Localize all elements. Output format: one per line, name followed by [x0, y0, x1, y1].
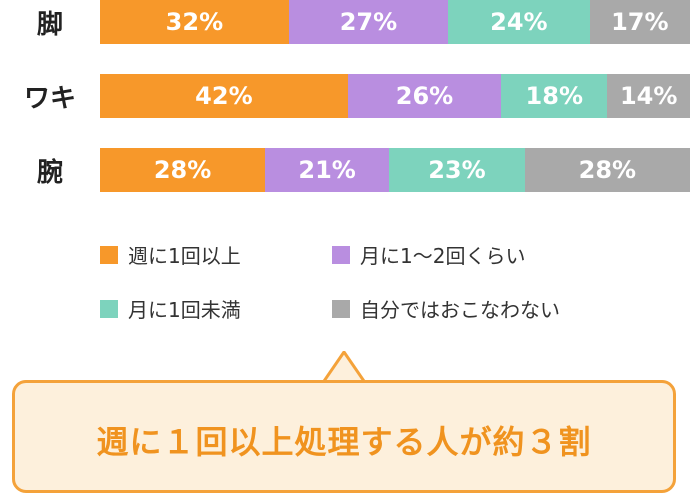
legend-label: 自分ではおこなわない — [360, 298, 560, 322]
data-label: 21% — [298, 156, 356, 184]
legend-swatch — [332, 245, 350, 264]
data-label: 17% — [611, 8, 669, 36]
bar-row: 28% 21% 23% 28% — [100, 148, 690, 192]
stacked-bar-chart: 脚 32% 27% 24% 17% ワキ 42% 26% 18% 14% 腕 28% 21% 23% 28% — [0, 0, 690, 200]
bar-segment: 26% — [347, 74, 502, 118]
bar-segment: 18% — [501, 74, 608, 118]
data-label: 28% — [153, 156, 212, 184]
data-label: 32% — [165, 8, 224, 36]
data-label: 28% — [578, 156, 637, 184]
bar-segment: 17% — [589, 0, 690, 44]
bar-segment: 14% — [607, 74, 690, 118]
bar-row: 42% 26% 18% 14% — [100, 74, 690, 118]
legend-item: 月に1回未満 — [100, 294, 241, 323]
data-label: 14% — [619, 82, 678, 110]
bar-segment: 24% — [448, 0, 590, 44]
category-label: 脚 — [36, 10, 63, 40]
legend-label: 月に1回未満 — [128, 298, 241, 322]
data-label: 26% — [395, 82, 454, 110]
bar-segment: 42% — [100, 74, 348, 118]
legend-swatch — [100, 299, 118, 318]
callout-text: 週に１回以上処理する人が約３割 — [96, 423, 592, 461]
legend-label: 週に1回以上 — [128, 244, 241, 268]
bar-segment: 23% — [389, 148, 525, 192]
legend-swatch — [332, 299, 350, 318]
bar-segment: 28% — [524, 148, 690, 192]
legend-item: 月に1〜2回くらい — [332, 240, 525, 269]
category-label: ワキ — [23, 84, 76, 114]
bar-row: 32% 27% 24% 17% — [100, 0, 690, 44]
bar-segment: 28% — [100, 148, 266, 192]
legend-item: 自分ではおこなわない — [332, 294, 560, 323]
data-label: 23% — [428, 156, 486, 184]
bar-segment: 27% — [288, 0, 449, 44]
bar-segment: 21% — [265, 148, 390, 192]
category-label: 腕 — [36, 158, 63, 188]
data-label: 42% — [195, 82, 253, 110]
legend-label: 月に1〜2回くらい — [360, 244, 526, 268]
legend-swatch — [100, 245, 118, 264]
legend-item: 週に1回以上 — [100, 240, 241, 269]
summary-callout: 週に１回以上処理する人が約３割 — [12, 380, 676, 493]
bar-segment: 32% — [100, 0, 289, 44]
data-label: 27% — [339, 8, 398, 36]
data-label: 24% — [490, 8, 548, 36]
data-label: 18% — [525, 82, 583, 110]
